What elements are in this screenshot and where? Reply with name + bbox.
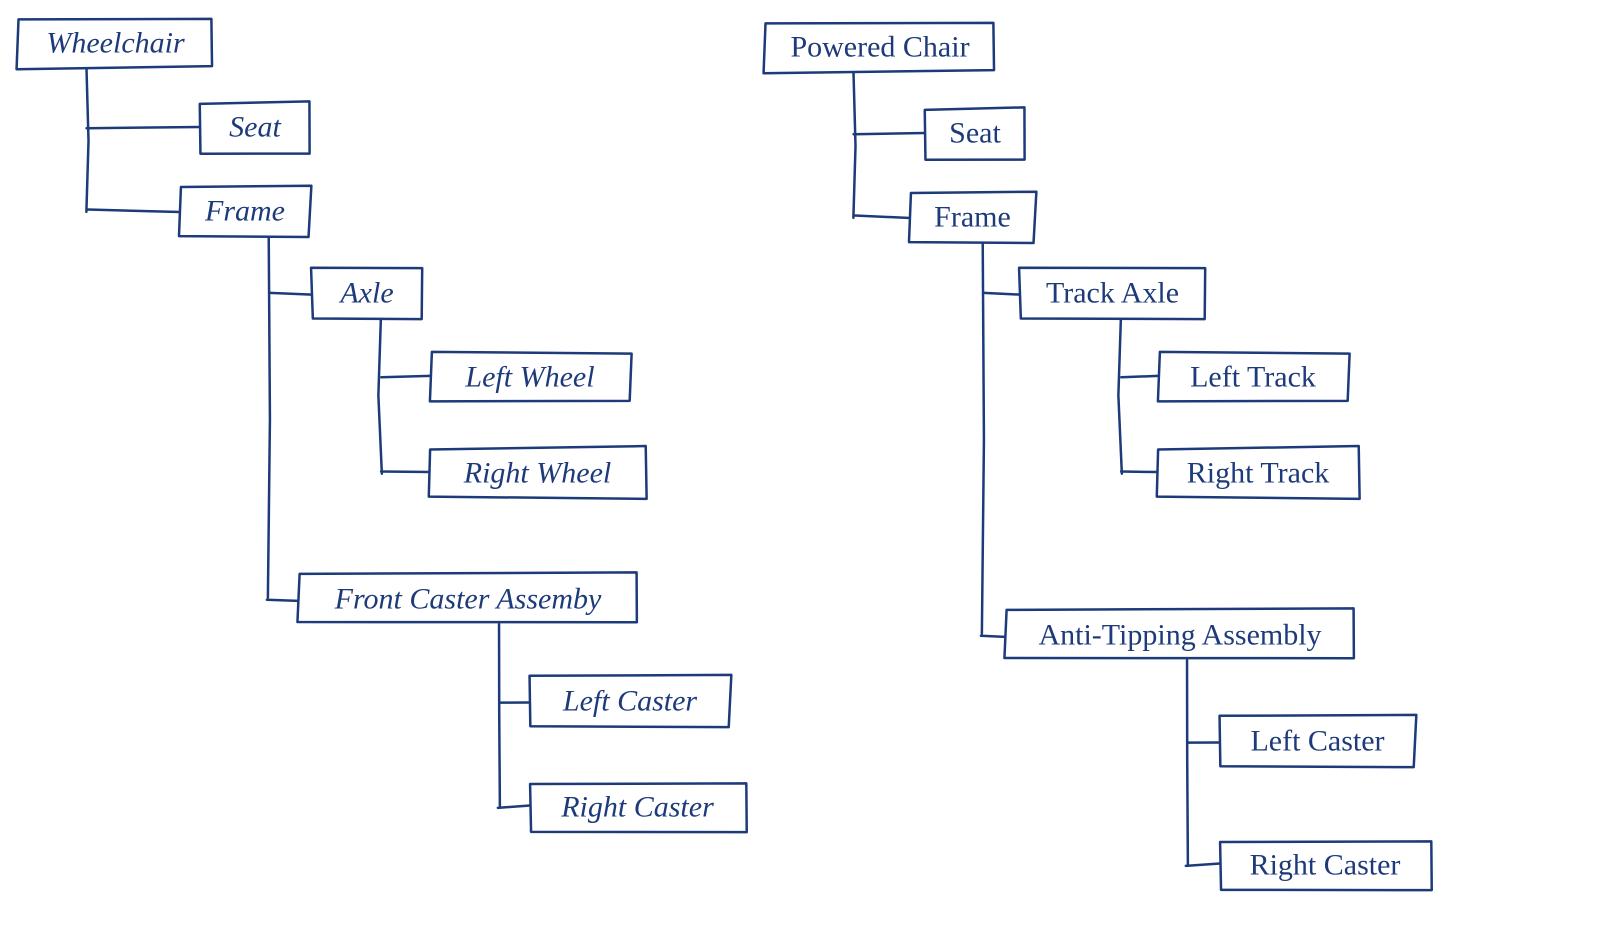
node-label: Left Wheel <box>464 361 594 394</box>
tree-connector-branch <box>984 293 1020 295</box>
tree-connector-trunk <box>499 624 500 806</box>
node-label: Anti-Tipping Assembly <box>1038 619 1321 652</box>
tree-node-left-caster-l: Left Caster <box>530 675 732 727</box>
node-label: Powered Chair <box>790 31 969 64</box>
tree-node-left-wheel: Left Wheel <box>430 352 632 402</box>
tree-connector-trunk <box>86 68 88 212</box>
tree-connector-branch <box>87 127 200 128</box>
node-label: Frame <box>934 201 1011 234</box>
tree-connector-trunk <box>982 242 984 634</box>
tree-connector-trunk <box>1118 318 1121 474</box>
tree-node-wheelchair: Wheelchair <box>17 19 212 69</box>
tree-connector-trunk <box>853 72 855 218</box>
node-label: Left Caster <box>562 685 698 718</box>
node-label: Left Track <box>1190 361 1316 394</box>
tree-node-ata: Anti-Tipping Assembly <box>1004 608 1353 658</box>
tree-node-right-track: Right Track <box>1157 446 1360 499</box>
tree-node-fca: Front Caster Assemby <box>297 572 636 622</box>
tree-node-frame-l: Frame <box>179 186 311 237</box>
tree-connector-branch <box>854 133 925 134</box>
tree-connector-branch <box>88 210 180 212</box>
node-label: Seat <box>949 117 1001 150</box>
tree-connector-trunk <box>378 318 381 474</box>
node-label: Axle <box>338 277 393 310</box>
tree-node-track-axle: Track Axle <box>1019 268 1205 319</box>
tree-connector-branch <box>1121 472 1158 473</box>
tree-node-right-caster-r: Right Caster <box>1220 841 1432 890</box>
node-label: Right Track <box>1187 457 1330 490</box>
tree-connector-branch <box>498 805 530 807</box>
tree-connector-branch <box>381 376 430 377</box>
node-label: Right Caster <box>560 791 714 824</box>
node-label: Left Caster <box>1250 725 1384 758</box>
node-label: Right Caster <box>1250 849 1401 882</box>
node-label: Front Caster Assemby <box>334 583 602 616</box>
tree-node-seat-r: Seat <box>925 107 1025 159</box>
node-label: Wheelchair <box>46 27 185 60</box>
tree-connector-branch <box>270 293 312 295</box>
diagram-canvas: Wheelchair Seat Frame Axle Left Wheel Right W… <box>0 0 1608 942</box>
tree-node-right-caster-l: Right Caster <box>530 783 747 832</box>
tree-connector-branch <box>855 216 910 218</box>
node-label: Frame <box>204 195 285 228</box>
tree-node-right-wheel: Right Wheel <box>429 446 647 499</box>
node-label: Seat <box>229 111 281 144</box>
tree-node-axle: Axle <box>311 268 422 319</box>
tree-node-powered-chair: Powered Chair <box>764 23 994 73</box>
tree-connector-trunk <box>268 236 270 598</box>
tree-connector-branch <box>981 636 1005 637</box>
node-label: Right Wheel <box>463 457 611 490</box>
tree-connector-branch <box>1121 376 1158 377</box>
tree-connector-trunk <box>1187 660 1188 864</box>
tree-connector-branch <box>267 600 298 601</box>
tree-node-seat-l: Seat <box>200 101 310 153</box>
tree-connector-branch <box>1186 863 1220 865</box>
tree-node-left-track: Left Track <box>1158 352 1350 402</box>
node-label: Track Axle <box>1046 277 1179 310</box>
tree-connector-branch <box>381 472 430 473</box>
tree-node-left-caster-r: Left Caster <box>1220 715 1417 767</box>
tree-node-frame-r: Frame <box>909 192 1036 243</box>
